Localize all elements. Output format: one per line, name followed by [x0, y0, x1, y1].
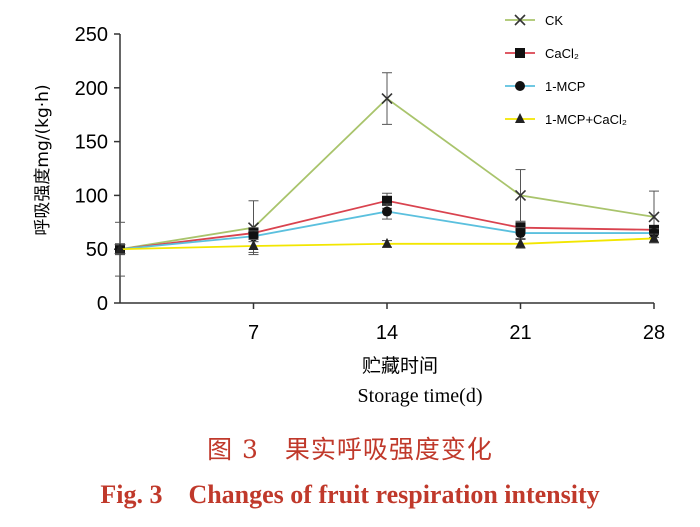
- legend-marker: [514, 14, 526, 26]
- data-point: [515, 228, 526, 239]
- data-point: [649, 232, 659, 243]
- legend-entry: CaCl₂: [505, 46, 579, 61]
- figure-caption-cn: 图 3 果实呼吸强度变化: [207, 435, 493, 464]
- legend-label: CK: [545, 13, 563, 28]
- axes: 0 50 100 150 200 250 7 14 21 28: [75, 24, 666, 344]
- y-tick-label: 250: [75, 24, 108, 46]
- legend-label: 1-MCP+CaCl₂: [545, 112, 627, 127]
- legend-entry: 1-MCP: [505, 79, 585, 94]
- y-tick-label: 100: [75, 185, 108, 207]
- y-axis-label: 呼吸强度mg/(kg·h): [33, 84, 53, 235]
- data-point: [382, 237, 392, 248]
- legend-label: 1-MCP: [545, 79, 585, 94]
- data-point-stroke: [648, 211, 660, 223]
- legend-marker: [515, 81, 525, 91]
- legend-marker: [515, 113, 525, 123]
- legend-label: CaCl₂: [545, 46, 579, 61]
- series-layer: [114, 72, 660, 277]
- y-tick-label: 50: [86, 239, 108, 261]
- x-tick-label: 7: [248, 322, 259, 344]
- data-point: [248, 239, 259, 250]
- data-point: [514, 189, 527, 201]
- legend: CK CaCl₂ 1-MCP 1-MCP+CaCl₂: [505, 13, 627, 127]
- respiration-chart: 0 50 100 150 200 250 7 14 21 28 CK CaCl₂ 1-MCP 1-MCP…: [33, 13, 666, 407]
- legend-entry: 1-MCP+CaCl₂: [505, 112, 627, 127]
- legend-marker-stroke: [514, 14, 526, 26]
- x-tick-label: 28: [643, 322, 665, 344]
- series-3: [115, 232, 659, 255]
- y-tick-label: 200: [75, 78, 108, 100]
- data-point-stroke: [381, 92, 393, 105]
- data-point-stroke: [514, 189, 527, 201]
- x-axis-label-cn: 贮藏时间: [362, 355, 438, 377]
- data-point: [382, 206, 392, 217]
- data-point: [115, 243, 125, 254]
- data-point: [381, 92, 393, 105]
- figure-caption-en: Fig. 3 Changes of fruit respiration inte…: [100, 480, 600, 509]
- x-axis-label-en: Storage time(d): [358, 385, 483, 407]
- x-tick-label: 14: [376, 322, 398, 344]
- data-point: [382, 195, 392, 206]
- y-tick-label: 150: [75, 132, 108, 154]
- legend-entry: CK: [505, 13, 563, 28]
- y-tick-label: 0: [97, 293, 108, 315]
- legend-marker: [515, 48, 525, 58]
- x-tick-label: 21: [509, 322, 531, 344]
- data-point: [515, 237, 526, 248]
- data-point: [248, 231, 259, 242]
- data-point: [648, 211, 660, 223]
